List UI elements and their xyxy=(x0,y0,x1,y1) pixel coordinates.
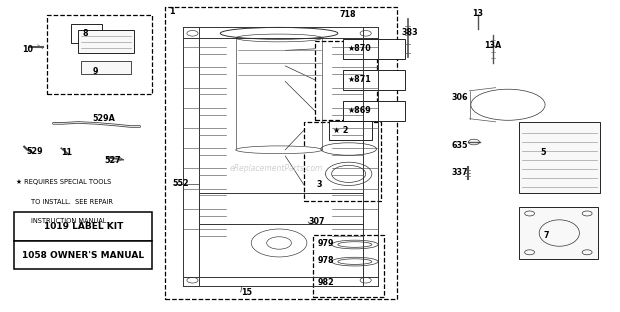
FancyBboxPatch shape xyxy=(519,207,598,259)
Text: 718: 718 xyxy=(340,10,356,19)
Text: 7: 7 xyxy=(544,231,549,240)
Text: 552: 552 xyxy=(172,179,189,188)
FancyBboxPatch shape xyxy=(304,122,381,201)
Text: ★869: ★869 xyxy=(347,106,371,115)
Text: 9: 9 xyxy=(92,67,98,76)
Text: 978: 978 xyxy=(317,256,334,265)
FancyBboxPatch shape xyxy=(343,70,405,90)
Text: 527: 527 xyxy=(105,157,122,165)
FancyBboxPatch shape xyxy=(14,212,153,241)
Text: 529A: 529A xyxy=(92,114,115,123)
Text: ★871: ★871 xyxy=(347,76,371,85)
Text: 3: 3 xyxy=(316,180,322,189)
Text: 8: 8 xyxy=(82,29,87,38)
FancyBboxPatch shape xyxy=(343,39,405,59)
FancyBboxPatch shape xyxy=(71,24,102,43)
Text: 13A: 13A xyxy=(484,41,502,50)
Ellipse shape xyxy=(236,146,322,154)
Text: 13: 13 xyxy=(472,9,483,18)
FancyBboxPatch shape xyxy=(78,30,134,53)
FancyBboxPatch shape xyxy=(313,235,384,297)
FancyBboxPatch shape xyxy=(519,122,600,193)
FancyBboxPatch shape xyxy=(343,101,405,121)
FancyBboxPatch shape xyxy=(47,15,153,94)
FancyBboxPatch shape xyxy=(165,7,397,299)
Text: 11: 11 xyxy=(61,149,73,157)
Text: 1: 1 xyxy=(169,7,174,16)
FancyBboxPatch shape xyxy=(329,121,372,139)
Text: eReplacementParts.com: eReplacementParts.com xyxy=(229,164,322,173)
Text: 307: 307 xyxy=(308,217,325,226)
Text: ★ 2: ★ 2 xyxy=(333,126,348,135)
Text: 529: 529 xyxy=(27,147,43,155)
Text: ★870: ★870 xyxy=(347,44,371,53)
FancyBboxPatch shape xyxy=(81,61,131,74)
FancyBboxPatch shape xyxy=(315,41,377,120)
Text: 337: 337 xyxy=(451,168,467,177)
Text: 10: 10 xyxy=(22,45,33,54)
Text: 635: 635 xyxy=(451,141,467,150)
FancyBboxPatch shape xyxy=(14,241,153,269)
Text: 15: 15 xyxy=(241,288,252,296)
Text: 1058 OWNER'S MANUAL: 1058 OWNER'S MANUAL xyxy=(22,251,144,260)
Text: 383: 383 xyxy=(402,28,418,37)
Text: 979: 979 xyxy=(317,239,334,248)
Text: 5: 5 xyxy=(540,148,546,157)
Text: INSTRUCTION MANUAL.: INSTRUCTION MANUAL. xyxy=(31,218,108,224)
Text: 1019 LABEL KIT: 1019 LABEL KIT xyxy=(43,222,123,231)
Text: ★ REQUIRES SPECIAL TOOLS: ★ REQUIRES SPECIAL TOOLS xyxy=(16,179,111,185)
Text: 306: 306 xyxy=(451,93,467,102)
Text: TO INSTALL.  SEE REPAIR: TO INSTALL. SEE REPAIR xyxy=(31,199,113,205)
Text: 982: 982 xyxy=(317,278,334,287)
